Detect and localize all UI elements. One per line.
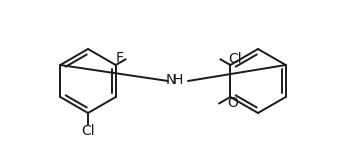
Text: H: H — [173, 73, 183, 87]
Text: Cl: Cl — [81, 124, 95, 138]
Text: Cl: Cl — [229, 52, 242, 66]
Text: N: N — [166, 73, 176, 87]
Text: O: O — [227, 96, 238, 110]
Text: F: F — [115, 51, 124, 65]
